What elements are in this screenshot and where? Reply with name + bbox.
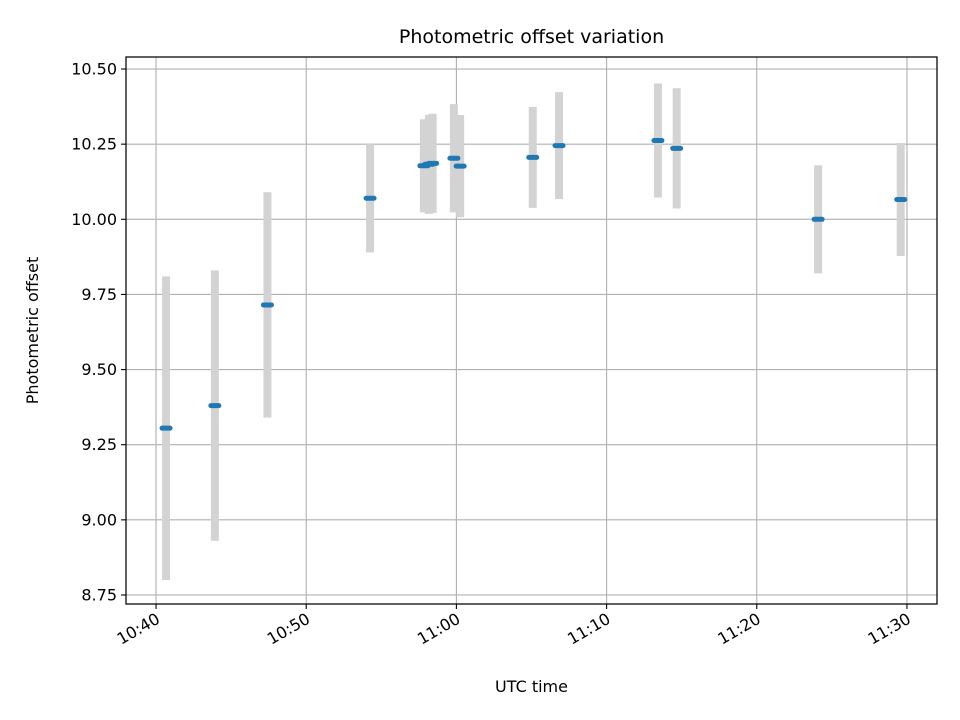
y-tick-label: 10.00	[71, 210, 117, 229]
x-axis-label: UTC time	[495, 677, 568, 696]
y-tick-label: 10.50	[71, 60, 117, 79]
y-tick-label: 9.25	[81, 435, 117, 454]
y-tick-label: 8.75	[81, 585, 117, 604]
y-tick-label: 10.25	[71, 135, 117, 154]
y-tick-label: 9.00	[81, 510, 117, 529]
chart-title: Photometric offset variation	[399, 26, 664, 48]
data-points	[159, 138, 908, 431]
y-tick-label: 9.50	[81, 360, 117, 379]
y-tick-label: 9.75	[81, 285, 117, 304]
plot-frame	[125, 56, 938, 605]
y-axis-label: Photometric offset	[23, 257, 42, 405]
